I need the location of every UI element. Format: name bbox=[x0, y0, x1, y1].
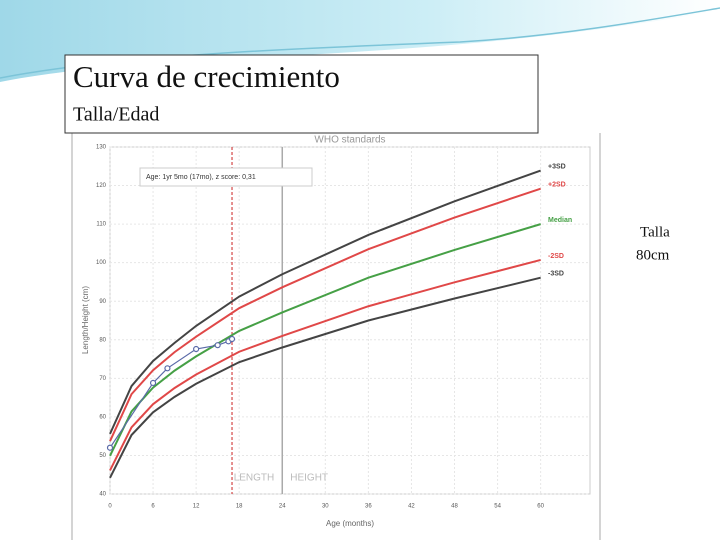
y-tick-label: 120 bbox=[96, 183, 107, 189]
x-axis-label: Age (months) bbox=[326, 519, 374, 528]
x-tick-label: 36 bbox=[365, 504, 372, 510]
series-label: +2SD bbox=[548, 181, 566, 188]
series-label: -3SD bbox=[548, 271, 564, 278]
x-tick-label: 0 bbox=[108, 504, 112, 510]
measurement-point bbox=[149, 379, 157, 387]
measurement-point bbox=[164, 365, 171, 372]
x-tick-label: 42 bbox=[408, 504, 415, 510]
x-tick-label: 6 bbox=[151, 504, 155, 510]
measurement-point bbox=[193, 345, 200, 353]
x-tick-label: 60 bbox=[537, 504, 544, 510]
note-line: Talla bbox=[640, 224, 670, 240]
y-tick-label: 130 bbox=[96, 145, 107, 151]
y-tick-label: 70 bbox=[99, 376, 106, 382]
x-tick-label: 12 bbox=[193, 504, 200, 510]
chart-title: WHO standards bbox=[314, 135, 385, 146]
x-tick-label: 48 bbox=[451, 504, 458, 510]
phase-label: LENGTH bbox=[234, 473, 275, 484]
y-tick-label: 80 bbox=[99, 337, 106, 343]
note-line: 80cm bbox=[636, 247, 670, 263]
y-tick-label: 90 bbox=[99, 299, 106, 305]
phase-label: HEIGHT bbox=[290, 473, 328, 484]
slide-title: Curva de crecimiento bbox=[73, 59, 340, 94]
chart-frame bbox=[72, 133, 600, 540]
x-tick-label: 18 bbox=[236, 504, 243, 510]
measurement-point bbox=[106, 444, 114, 451]
series-line bbox=[109, 169, 541, 435]
x-tick-label: 30 bbox=[322, 504, 329, 510]
y-axis-label: Length/Height (cm) bbox=[81, 286, 90, 354]
annotation: Age: 1yr 5mo (17mo), z score: 0,31 bbox=[146, 174, 256, 181]
series-label: Median bbox=[548, 217, 572, 224]
y-tick-label: 110 bbox=[96, 222, 106, 228]
measurement-point bbox=[228, 335, 236, 343]
annotation-box bbox=[139, 167, 313, 187]
y-tick-label: 60 bbox=[99, 414, 106, 420]
y-tick-label: 100 bbox=[96, 260, 107, 266]
series-line bbox=[109, 259, 541, 471]
measurement-point bbox=[214, 342, 221, 349]
chart: WHO standards Age (months) Length/Height… bbox=[81, 135, 591, 528]
series-label: +3SD bbox=[548, 163, 566, 170]
y-tick-label: 50 bbox=[99, 453, 106, 459]
x-tick-label: 54 bbox=[494, 504, 501, 510]
x-tick-label: 24 bbox=[279, 504, 286, 510]
slide-subtitle: Talla/Edad bbox=[73, 104, 159, 126]
title-box bbox=[64, 54, 539, 134]
series-label: -2SD bbox=[548, 253, 564, 260]
y-tick-label: 40 bbox=[99, 492, 106, 498]
series-line bbox=[109, 187, 541, 442]
series-line bbox=[109, 276, 541, 479]
